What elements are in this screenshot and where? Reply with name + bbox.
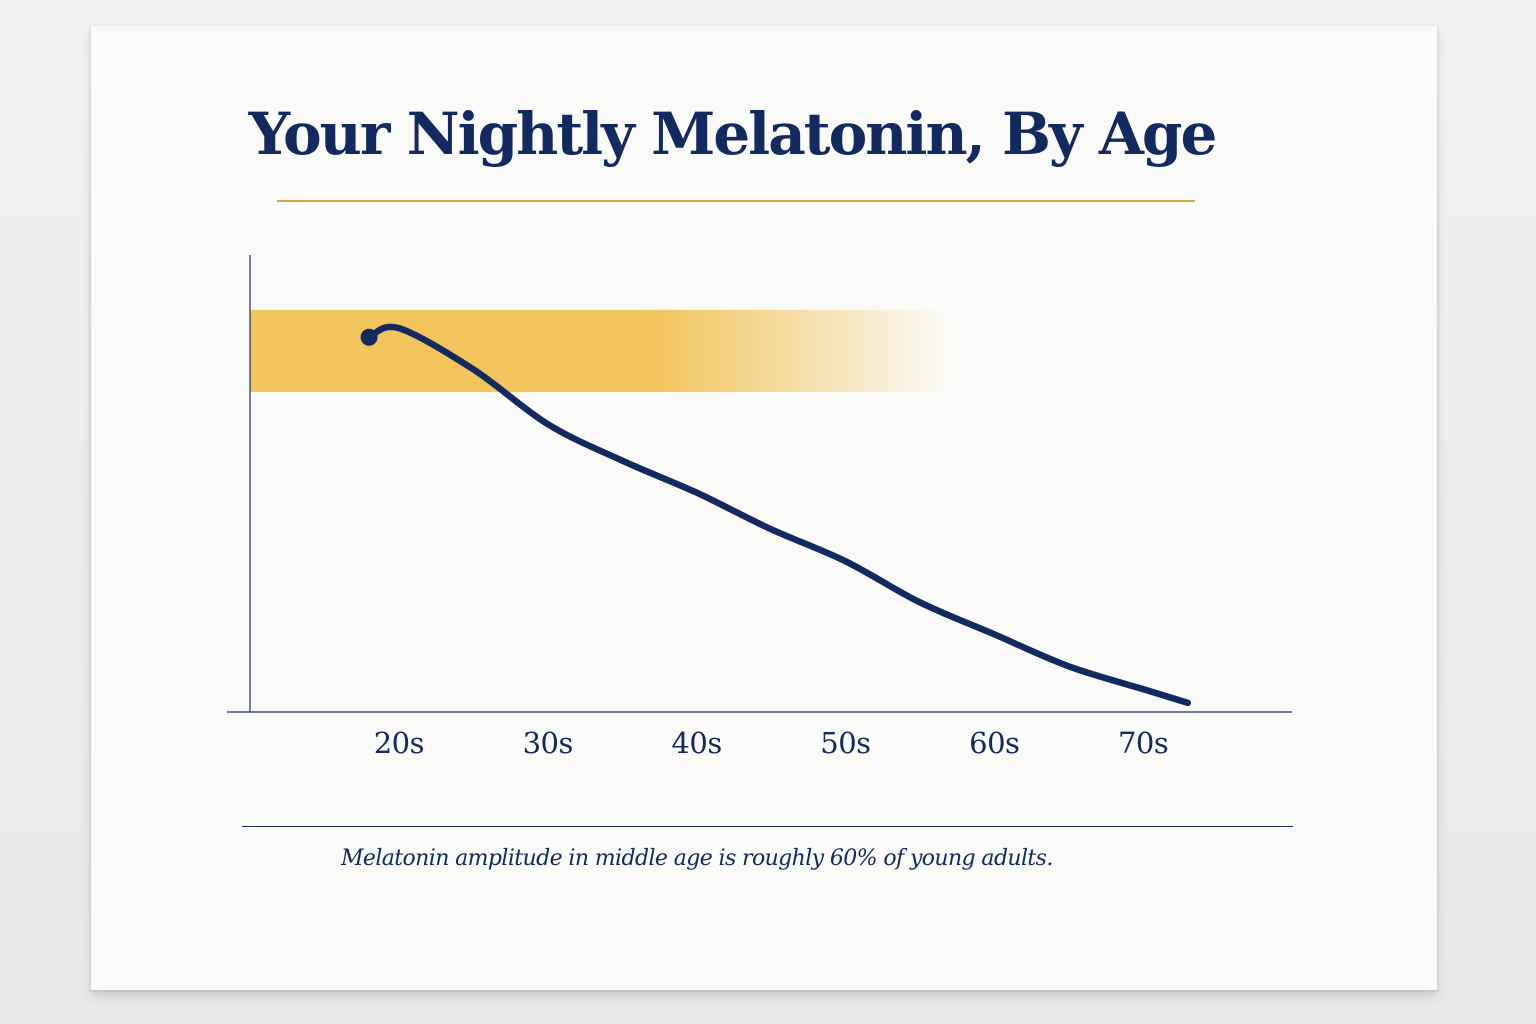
x-tick-label-30s: 30s bbox=[523, 726, 573, 760]
x-tick-label-70s: 70s bbox=[1118, 726, 1168, 760]
chart-title: Your Nightly Melatonin, By Age bbox=[248, 100, 1218, 168]
x-tick-label-20s: 20s bbox=[374, 726, 424, 760]
x-tick-label-60s: 60s bbox=[969, 726, 1019, 760]
chart-card bbox=[91, 26, 1437, 990]
chart-caption: Melatonin amplitude in middle age is rou… bbox=[341, 846, 1053, 871]
title-underline bbox=[277, 200, 1195, 202]
highlight-band bbox=[250, 309, 951, 393]
melatonin-line bbox=[365, 323, 1192, 707]
x-tick-label-40s: 40s bbox=[671, 726, 721, 760]
x-tick-label-50s: 50s bbox=[820, 726, 870, 760]
start-point-marker bbox=[360, 328, 378, 346]
footer-divider bbox=[242, 826, 1293, 827]
